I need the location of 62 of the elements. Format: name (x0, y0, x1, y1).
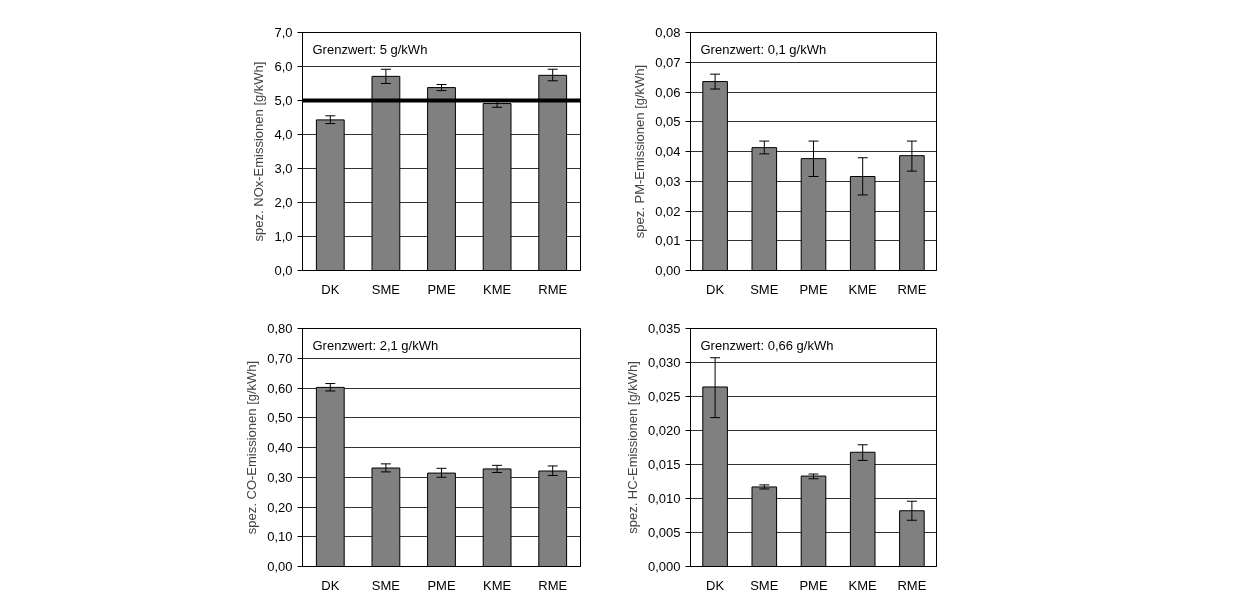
y-tick-label: 0,01 (655, 233, 681, 249)
annotation: Grenzwert: 2,1 g/kWh (312, 337, 439, 353)
y-axis-title: spez. PM-Emissionen [g/kWh] (632, 64, 648, 239)
y-tick-label: 0,20 (267, 499, 293, 515)
y-tick-label: 0,50 (267, 410, 293, 426)
y-axis-title: spez. HC-Emissionen [g/kWh] (624, 361, 640, 534)
x-tick-label: SME (371, 577, 401, 593)
x-tick-label: RME (897, 577, 927, 593)
y-axis-title: spez. CO-Emissionen [g/kWh] (244, 360, 260, 535)
annotation: Grenzwert: 0,1 g/kWh (700, 41, 827, 57)
y-tick-label: 5,0 (274, 93, 293, 108)
y-tick-label: 0,0 (274, 263, 293, 278)
x-tick-label: DK (321, 577, 340, 593)
x-tick-label: KME (483, 577, 512, 593)
y-tick-label: 0,015 (647, 457, 681, 472)
y-tick-label: 0,60 (267, 380, 293, 396)
y-tick-label: 0,40 (267, 440, 293, 455)
x-tick-label: KME (848, 577, 878, 593)
y-tick-label: 0,000 (647, 559, 681, 574)
y-tick-label: 6,0 (274, 59, 293, 74)
x-tick-label: RME (897, 281, 927, 297)
x-tick-label: SME (750, 577, 779, 593)
y-tick-label: 0,05 (655, 114, 681, 130)
x-tick-label: PME (799, 577, 828, 593)
y-tick-label: 0,010 (647, 491, 681, 506)
x-tick-label: DK (321, 281, 340, 297)
y-tick-label: 0,80 (267, 321, 293, 336)
y-tick-label: 0,08 (655, 25, 681, 40)
y-tick-label: 0,030 (647, 355, 681, 370)
annotation: Grenzwert: 5 g/kWh (312, 41, 428, 57)
y-tick-label: 0,020 (647, 423, 681, 438)
annotation: Grenzwert: 0,66 g/kWh (700, 337, 834, 353)
y-tick-label: 0,07 (655, 54, 681, 70)
x-tick-label: PME (427, 577, 456, 593)
y-tick-label: 0,02 (655, 203, 681, 219)
y-axis-title: spez. NOx-Emissionen [g/kWh] (251, 61, 267, 242)
y-tick-label: 1,0 (274, 229, 293, 244)
y-tick-label: 0,025 (647, 389, 681, 404)
y-tick-label: 0,30 (267, 469, 293, 485)
y-tick-label: 0,00 (267, 559, 293, 574)
y-tick-label: 0,10 (267, 529, 293, 545)
y-tick-label: 0,00 (655, 263, 681, 278)
x-tick-label: PME (799, 281, 828, 297)
y-tick-label: 0,04 (655, 144, 681, 159)
y-tick-label: 0,70 (267, 350, 293, 366)
x-tick-label: KME (483, 281, 512, 297)
x-tick-label: SME (750, 281, 779, 297)
x-tick-label: DK (706, 281, 725, 297)
y-tick-label: 0,06 (655, 84, 681, 100)
x-tick-label: PME (427, 281, 456, 297)
y-tick-label: 7,0 (274, 25, 293, 40)
y-tick-label: 3,0 (274, 161, 293, 176)
y-tick-label: 0,035 (647, 321, 681, 336)
y-tick-label: 4,0 (274, 127, 293, 142)
x-tick-label: RME (538, 281, 568, 297)
x-tick-label: DK (706, 577, 725, 593)
x-tick-label: KME (848, 281, 878, 297)
y-tick-label: 0,005 (647, 525, 681, 540)
x-tick-label: RME (538, 577, 568, 593)
y-tick-label: 2,0 (274, 195, 293, 210)
y-tick-label: 0,03 (655, 173, 681, 189)
x-tick-label: SME (371, 281, 401, 297)
